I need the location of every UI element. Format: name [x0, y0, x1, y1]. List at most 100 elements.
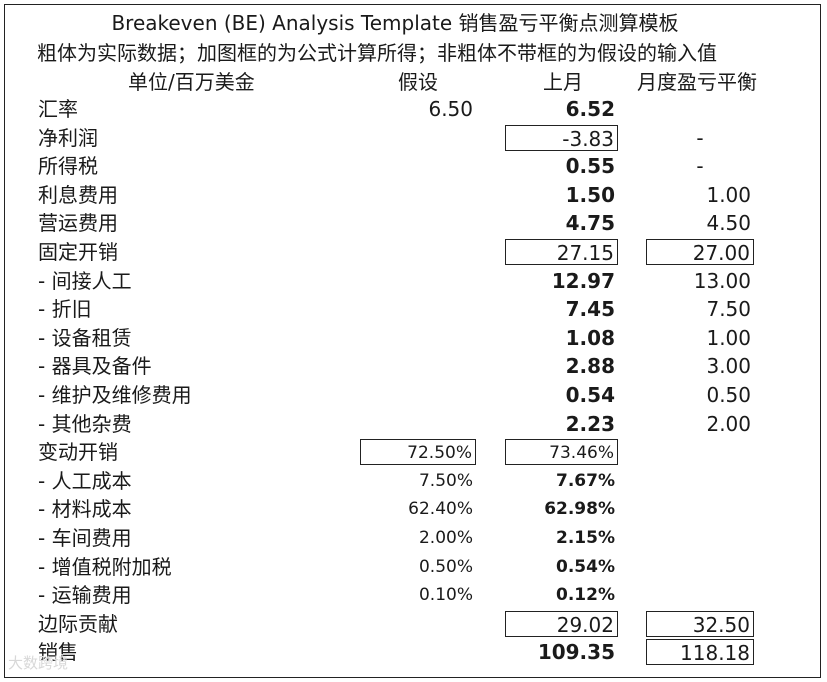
table-row: 边际贡献 29.02 32.50 — [0, 610, 827, 639]
breakeven-cell[interactable]: 13.00 — [646, 268, 754, 294]
row-label: - 折旧 — [38, 295, 92, 323]
last-month-cell[interactable]: 6.52 — [505, 96, 618, 122]
assumption-cell[interactable]: 0.50% — [360, 554, 476, 580]
last-month-cell[interactable]: 0.54 — [505, 382, 618, 408]
row-label: - 设备租赁 — [38, 324, 132, 352]
breakeven-cell[interactable]: 1.00 — [646, 325, 754, 351]
table-row: - 设备租赁 1.08 1.00 — [0, 324, 827, 353]
last-month-cell[interactable]: 7.67% — [505, 468, 618, 494]
breakeven-cell[interactable]: 118.18 — [646, 639, 754, 665]
breakeven-cell[interactable]: 27.00 — [646, 239, 754, 265]
last-month-cell[interactable]: 73.46% — [505, 439, 618, 465]
breakeven-cell[interactable]: 0.50 — [646, 382, 754, 408]
page-title: Breakeven (BE) Analysis Template 销售盈亏平衡点… — [0, 7, 790, 36]
assumption-cell[interactable] — [360, 153, 476, 179]
breakeven-cell[interactable]: 2.00 — [646, 411, 754, 437]
assumption-cell[interactable]: 72.50% — [360, 439, 476, 465]
header-monthly-breakeven: 月度盈亏平衡 — [637, 66, 757, 95]
last-month-cell[interactable]: -3.83 — [505, 125, 618, 151]
table-row: - 运输费用 0.10% 0.12% — [0, 581, 827, 610]
assumption-cell[interactable]: 62.40% — [360, 496, 476, 522]
last-month-cell[interactable]: 2.88 — [505, 353, 618, 379]
breakeven-cell[interactable] — [646, 439, 754, 465]
assumption-cell[interactable]: 2.00% — [360, 525, 476, 551]
assumption-cell[interactable] — [360, 611, 476, 637]
row-label: 净利润 — [38, 124, 98, 152]
row-label: - 人工成本 — [38, 467, 132, 495]
last-month-cell[interactable]: 1.08 — [505, 325, 618, 351]
row-label: 所得税 — [38, 152, 98, 180]
breakeven-cell[interactable]: 4.50 — [646, 210, 754, 236]
assumption-cell[interactable] — [360, 639, 476, 665]
table-row: - 器具及备件 2.88 3.00 — [0, 352, 827, 381]
last-month-cell[interactable]: 7.45 — [505, 296, 618, 322]
breakeven-cell[interactable] — [646, 496, 754, 522]
assumption-cell[interactable] — [360, 210, 476, 236]
breakeven-cell[interactable]: - — [646, 153, 754, 179]
table-row: - 折旧 7.45 7.50 — [0, 295, 827, 324]
last-month-cell[interactable]: 29.02 — [505, 611, 618, 637]
breakeven-cell[interactable] — [646, 96, 754, 122]
table-row: - 车间费用 2.00% 2.15% — [0, 524, 827, 553]
header-last-month: 上月 — [543, 66, 583, 95]
table-row: 销售 109.35 118.18 — [0, 638, 827, 667]
table-row: - 人工成本 7.50% 7.67% — [0, 467, 827, 496]
table-row: 固定开销 27.15 27.00 — [0, 238, 827, 267]
table-row: 变动开销 72.50% 73.46% — [0, 438, 827, 467]
assumption-cell[interactable] — [360, 382, 476, 408]
breakeven-cell[interactable]: 3.00 — [646, 353, 754, 379]
table-row: - 其他杂费 2.23 2.00 — [0, 410, 827, 439]
last-month-cell[interactable]: 0.54% — [505, 554, 618, 580]
breakeven-cell[interactable]: 1.00 — [646, 182, 754, 208]
breakeven-cell[interactable]: 7.50 — [646, 296, 754, 322]
breakeven-cell[interactable]: - — [646, 125, 754, 151]
row-label: - 维护及维修费用 — [38, 381, 192, 409]
table-row: 利息费用 1.50 1.00 — [0, 181, 827, 210]
row-label: - 增值税附加税 — [38, 553, 172, 581]
assumption-cell[interactable] — [360, 268, 476, 294]
row-label: 汇率 — [38, 95, 78, 123]
breakeven-cell[interactable] — [646, 468, 754, 494]
last-month-cell[interactable]: 27.15 — [505, 239, 618, 265]
assumption-cell[interactable] — [360, 325, 476, 351]
assumption-cell[interactable]: 7.50% — [360, 468, 476, 494]
row-label: - 车间费用 — [38, 524, 132, 552]
breakeven-cell[interactable]: 32.50 — [646, 611, 754, 637]
table-row: 汇率 6.50 6.52 — [0, 95, 827, 124]
last-month-cell[interactable]: 1.50 — [505, 182, 618, 208]
last-month-cell[interactable]: 109.35 — [505, 639, 618, 665]
breakeven-cell[interactable] — [646, 525, 754, 551]
assumption-cell[interactable]: 6.50 — [360, 96, 476, 122]
table-row: 所得税 0.55 - — [0, 152, 827, 181]
last-month-cell[interactable]: 2.15% — [505, 525, 618, 551]
assumption-cell[interactable] — [360, 353, 476, 379]
row-label: - 器具及备件 — [38, 352, 152, 380]
table-row: - 增值税附加税 0.50% 0.54% — [0, 553, 827, 582]
row-label: 营运费用 — [38, 209, 118, 237]
row-label: 变动开销 — [38, 438, 118, 466]
row-label: 利息费用 — [38, 181, 118, 209]
table-row: - 维护及维修费用 0.54 0.50 — [0, 381, 827, 410]
assumption-cell[interactable] — [360, 239, 476, 265]
last-month-cell[interactable]: 62.98% — [505, 496, 618, 522]
breakeven-cell[interactable] — [646, 582, 754, 608]
last-month-cell[interactable]: 12.97 — [505, 268, 618, 294]
last-month-cell[interactable]: 2.23 — [505, 411, 618, 437]
breakeven-cell[interactable] — [646, 554, 754, 580]
assumption-cell[interactable] — [360, 125, 476, 151]
page-subtitle: 粗体为实际数据；加图框的为公式计算所得；非粗体不带框的为假设的输入值 — [37, 37, 717, 66]
table-row: - 材料成本 62.40% 62.98% — [0, 495, 827, 524]
assumption-cell[interactable] — [360, 182, 476, 208]
assumption-cell[interactable] — [360, 296, 476, 322]
table-row: - 间接人工 12.97 13.00 — [0, 267, 827, 296]
last-month-cell[interactable]: 0.55 — [505, 153, 618, 179]
table-row: 营运费用 4.75 4.50 — [0, 209, 827, 238]
assumption-cell[interactable]: 0.10% — [360, 582, 476, 608]
assumption-cell[interactable] — [360, 411, 476, 437]
header-assumption: 假设 — [398, 66, 438, 95]
row-label: - 其他杂费 — [38, 410, 132, 438]
last-month-cell[interactable]: 0.12% — [505, 582, 618, 608]
row-label: - 运输费用 — [38, 581, 132, 609]
table-row: 净利润 -3.83 - — [0, 124, 827, 153]
last-month-cell[interactable]: 4.75 — [505, 210, 618, 236]
